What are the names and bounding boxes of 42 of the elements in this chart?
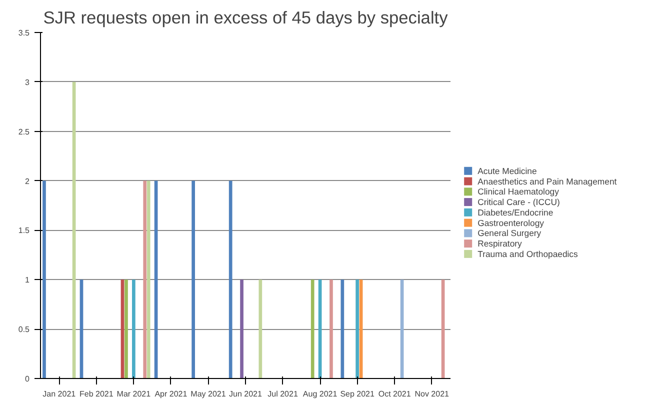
y-tick-label: 2 [25,176,30,186]
x-tick-label: Jul 2021 [268,390,298,398]
bar [42,180,46,378]
legend-label: Critical Care - (ICCU) [478,197,560,208]
x-tick-label: Nov 2021 [414,390,450,398]
x-tick-label: Sep 2021 [340,390,375,398]
bar [143,180,147,378]
legend-label: General Surgery [478,228,542,238]
chart-title: SJR requests open in excess of 45 days by specialty [43,8,448,28]
x-tick-label: Oct 2021 [378,390,412,398]
bar [132,280,136,378]
legend-label: Anaesthetics and Pain Management [478,176,618,186]
y-tick-label: 0.5 [18,325,30,334]
legend-label: Diabetes/Endocrine [478,207,554,218]
bar [228,180,232,378]
y-tick-label: 1 [25,276,30,285]
y-tick-label: 2.5 [18,127,30,136]
legend-label: Acute Medicine [478,166,537,176]
legend-label: Gastroenterology [478,218,545,228]
legend-label: Clinical Haematology [478,186,560,197]
x-tick-label: Jun 2021 [229,390,263,398]
x-tick-label: Aug 2021 [302,390,338,398]
y-tick-label: 3.5 [18,28,30,38]
bar [340,280,344,378]
bar [124,280,128,378]
y-tick-label: 0 [25,374,30,384]
legend-label: Respiratory [478,238,523,249]
x-tick-label: Mar 2021 [116,390,152,398]
bar [240,280,244,378]
bar [192,180,195,378]
y-tick-label: 3 [25,78,30,87]
bar [330,280,333,378]
legend-label: Trauma and Orthopaedics [478,248,579,259]
bar [310,280,314,378]
bar [258,280,262,378]
x-tick-label: May 2021 [190,390,226,398]
bar [356,280,359,378]
y-tick-label: 1.5 [18,226,30,236]
bar [146,180,150,378]
x-tick-label: Apr 2021 [154,390,188,398]
x-tick-label: Feb 2021 [80,390,114,398]
x-tick-label: Jan 2021 [42,390,76,398]
